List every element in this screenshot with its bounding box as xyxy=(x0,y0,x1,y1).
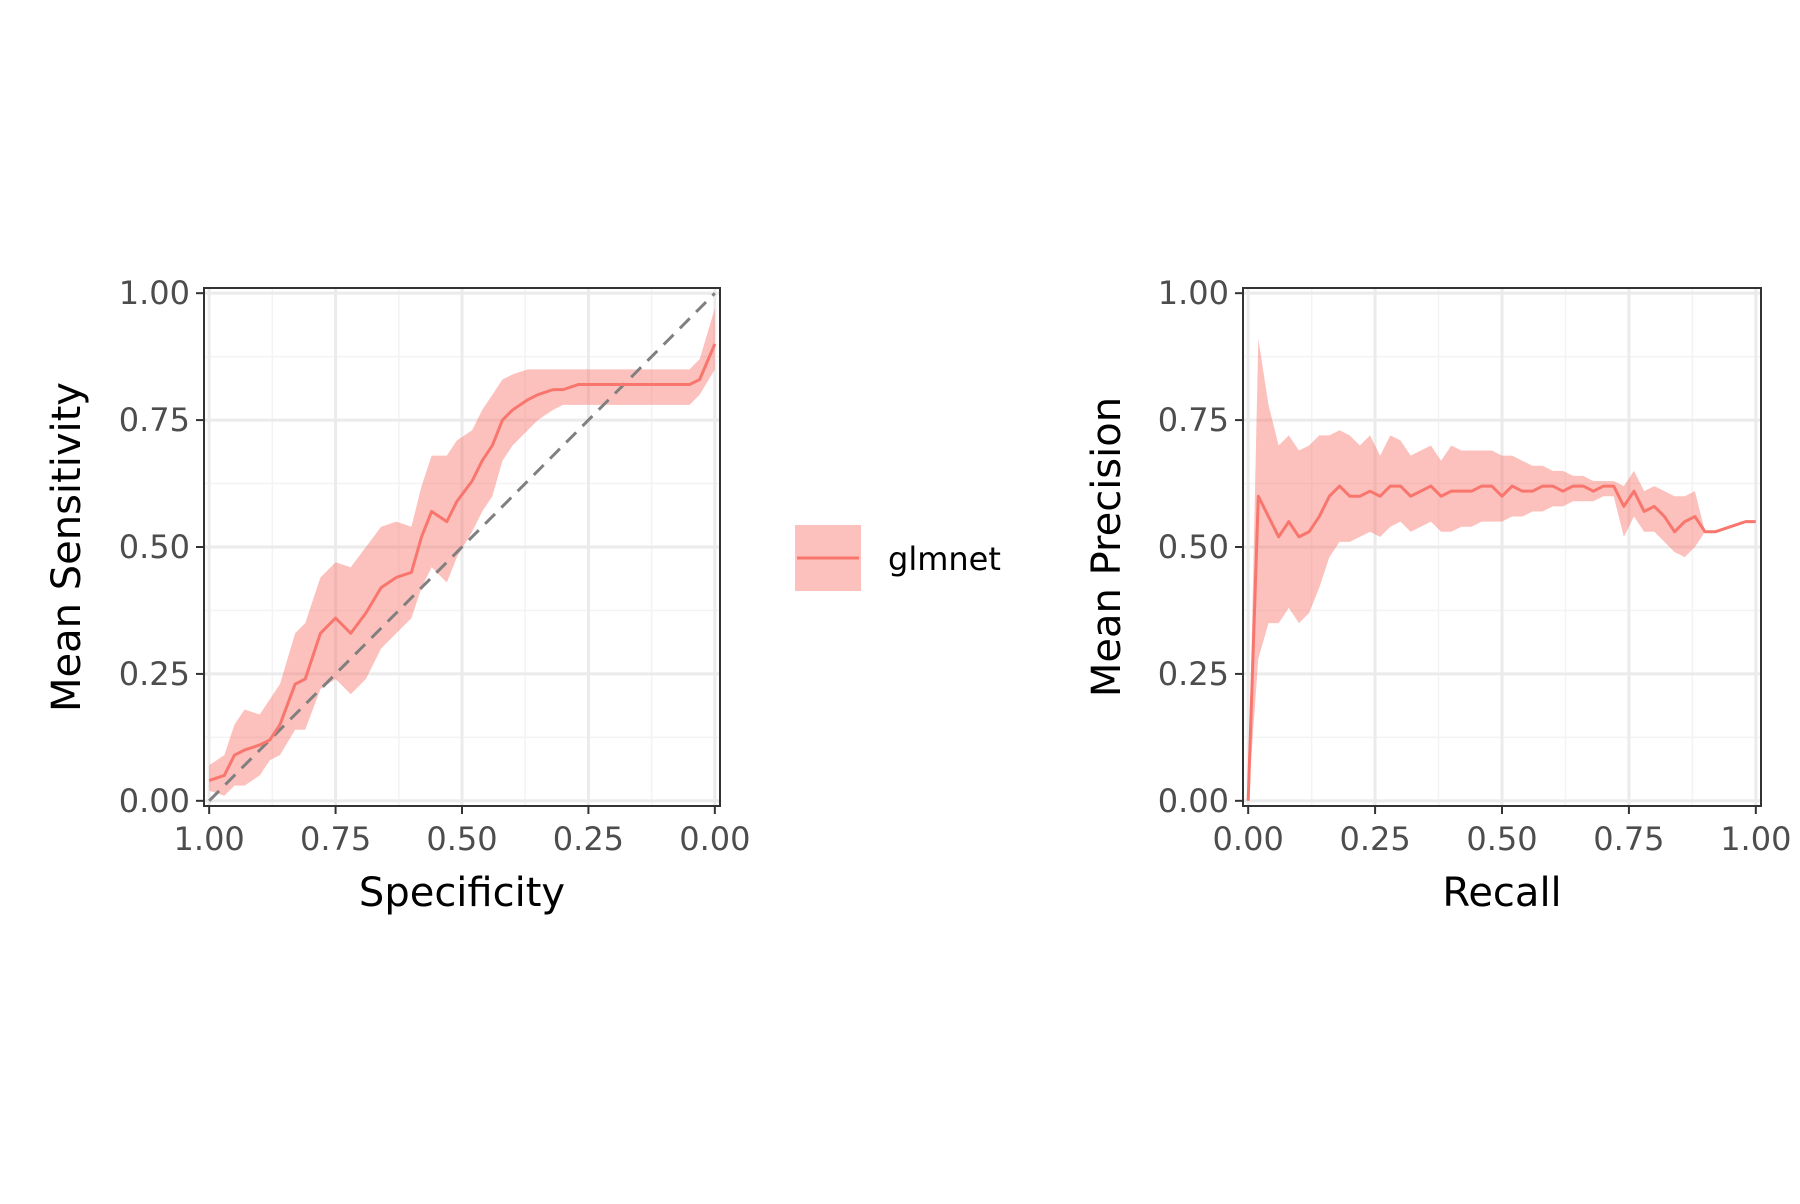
roc-x-axis-title: Specificity xyxy=(359,870,565,916)
pr-y-tick-label-2: 0.50 xyxy=(1158,528,1229,566)
pr-series-line xyxy=(1246,484,1756,801)
roc-x-ticks: 1.00 0.75 0.50 0.25 0.00 xyxy=(174,806,750,858)
roc-x-tick-label-2: 0.50 xyxy=(426,820,497,858)
legend: glmnet xyxy=(795,525,1001,591)
roc-x-tick-label-4: 0.00 xyxy=(679,820,750,858)
roc-ribbon-layer xyxy=(209,308,715,796)
pr-panel: 0.00 0.25 0.50 0.75 1.00 0.00 0.25 0.50 0.75 1.0… xyxy=(1084,274,1791,916)
pr-x-tick-label-0: 0.00 xyxy=(1213,820,1284,858)
pr-x-tick-label-4: 1.00 xyxy=(1720,820,1791,858)
pr-ribbon-layer xyxy=(1248,338,1756,801)
roc-panel: 1.00 0.75 0.50 0.25 0.00 0.000.250.500.751.0… xyxy=(44,274,750,916)
pr-y-tick-label-1: 0.25 xyxy=(1158,655,1229,693)
pr-y-ticks: 0.00 0.25 0.50 0.75 1.00 xyxy=(1158,274,1243,820)
pr-y-tick-label-4: 1.00 xyxy=(1158,274,1229,312)
roc-y-tick-label-2: 0.50 xyxy=(119,528,190,566)
roc-reference-diagonal xyxy=(208,292,716,802)
pr-x-axis-title: Recall xyxy=(1442,870,1561,916)
roc-x-tick-label-1: 0.75 xyxy=(300,820,371,858)
pr-x-tick-label-1: 0.25 xyxy=(1339,820,1410,858)
roc-reference-layer xyxy=(208,292,716,802)
roc-x-tick-label-3: 0.25 xyxy=(553,820,624,858)
roc-y-axis-title: Mean Sensitivity xyxy=(44,382,90,712)
pr-gridlines xyxy=(1243,288,1761,806)
roc-y-tick-label-0: 0.00 xyxy=(119,782,190,820)
pr-y-axis-title: Mean Precision xyxy=(1084,397,1130,697)
pr-x-ticks: 0.00 0.25 0.50 0.75 1.00 xyxy=(1213,806,1791,858)
pr-x-tick-label-2: 0.50 xyxy=(1466,820,1537,858)
roc-y-tick-label-4: 1.00 xyxy=(119,274,190,312)
roc-line-layer xyxy=(208,343,717,782)
legend-label-glmnet: glmnet xyxy=(888,540,1001,578)
roc-x-tick-label-0: 1.00 xyxy=(174,820,245,858)
roc-y-tick-label-1: 0.25 xyxy=(119,655,190,693)
roc-y-ticks: 0.00 0.25 0.50 0.75 1.00 xyxy=(119,274,204,820)
pr-y-tick-label-0: 0.00 xyxy=(1158,782,1229,820)
pr-y-tick-label-3: 0.75 xyxy=(1158,401,1229,439)
roc-confidence-ribbon xyxy=(209,308,715,796)
pr-line-layer xyxy=(1246,484,1756,801)
roc-series-line xyxy=(208,343,717,782)
pr-x-tick-label-3: 0.75 xyxy=(1593,820,1664,858)
roc-y-tick-label-3: 0.75 xyxy=(119,401,190,439)
pr-confidence-ribbon xyxy=(1248,338,1756,801)
